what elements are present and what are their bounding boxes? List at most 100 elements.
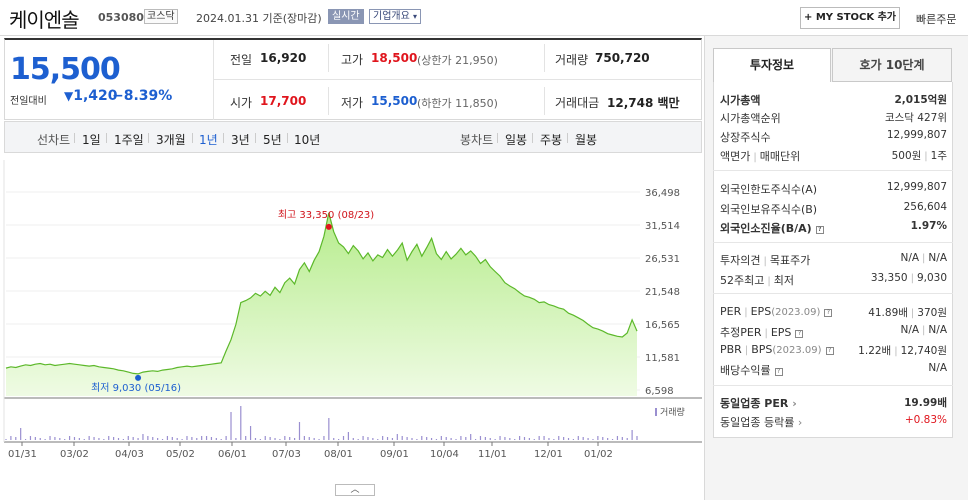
help-icon[interactable]: ? bbox=[825, 347, 834, 355]
volume-bar bbox=[308, 437, 310, 440]
volume-bar bbox=[157, 438, 159, 440]
help-icon[interactable]: ? bbox=[774, 368, 783, 376]
volume-bar bbox=[274, 438, 276, 440]
realtime-button[interactable]: 실시간 bbox=[328, 9, 364, 24]
divider bbox=[213, 40, 214, 120]
volume-bar bbox=[29, 436, 32, 440]
amount-label: 거래대금 bbox=[555, 96, 600, 110]
x-tick-label: 12/01 bbox=[534, 449, 563, 460]
add-my-stock-button[interactable]: + MY STOCK 추가 bbox=[800, 7, 900, 29]
volume-bar bbox=[450, 438, 452, 440]
volume-bar bbox=[474, 439, 477, 440]
company-overview-button[interactable]: 기업개요 ▾ bbox=[369, 9, 422, 24]
volume-bar bbox=[88, 436, 90, 440]
high-marker bbox=[325, 223, 332, 230]
chevron-right-icon[interactable]: › bbox=[788, 397, 797, 410]
info-value: 코스닥 427위 bbox=[884, 112, 947, 124]
info-value: 33,350 | 9,030 bbox=[870, 272, 947, 284]
tab-3m[interactable]: 3개월 bbox=[156, 133, 186, 147]
chevron-right-icon[interactable]: › bbox=[794, 416, 803, 429]
divider bbox=[106, 133, 107, 143]
price-line bbox=[5, 212, 638, 375]
volume-bar bbox=[215, 438, 217, 440]
volume-bar bbox=[553, 439, 555, 440]
volume-bar bbox=[543, 436, 545, 440]
volume-bar bbox=[445, 437, 447, 440]
info-label: 추정PER | EPS? bbox=[720, 324, 804, 340]
volume-bar bbox=[313, 438, 315, 440]
volume-bar bbox=[98, 438, 100, 440]
info-label: 동일업종 PER › bbox=[720, 397, 797, 410]
volume-bar bbox=[548, 438, 550, 440]
volume-bar bbox=[78, 438, 80, 440]
prev-close-value: 16,920 bbox=[260, 51, 307, 65]
help-icon[interactable]: ? bbox=[795, 330, 804, 338]
tab-3y[interactable]: 3년 bbox=[231, 133, 250, 147]
volume-bar bbox=[298, 422, 301, 440]
quick-order-button[interactable]: 빠른주문 bbox=[916, 13, 957, 26]
tab-10y[interactable]: 10년 bbox=[294, 133, 321, 147]
price-chart[interactable]: 36,498 31,514 26,531 21,548 16,565 11,581 6,59… bbox=[0, 160, 704, 482]
divider bbox=[148, 133, 149, 143]
divider bbox=[532, 133, 533, 143]
low-marker bbox=[135, 374, 142, 381]
volume-bar bbox=[465, 437, 467, 440]
tab-5y[interactable]: 5년 bbox=[263, 133, 282, 147]
info-label: 시가총액 bbox=[720, 94, 761, 107]
help-icon[interactable]: ? bbox=[824, 309, 833, 317]
divider bbox=[287, 133, 288, 143]
tab-weekly[interactable]: 주봉 bbox=[540, 133, 563, 147]
tab-1y[interactable]: 1년 bbox=[199, 133, 218, 147]
volume-bar bbox=[455, 439, 457, 440]
volume-bar bbox=[538, 436, 540, 440]
info-value: 12,999,807 bbox=[886, 129, 947, 141]
tab-1d[interactable]: 1일 bbox=[82, 133, 101, 147]
tab-order-book[interactable]: 호가 10단계 bbox=[832, 48, 952, 82]
tab-daily[interactable]: 일봉 bbox=[505, 133, 528, 147]
y-tick-label: 36,498 bbox=[645, 188, 680, 199]
volume-bar bbox=[39, 438, 41, 440]
volume-bar bbox=[205, 436, 208, 440]
volume-bar bbox=[196, 438, 198, 440]
volume-bar bbox=[245, 436, 247, 440]
low-annotation: 최저 9,030 (05/16) bbox=[91, 382, 181, 394]
volume-bar bbox=[391, 438, 394, 440]
divider bbox=[192, 133, 193, 143]
volume-bar bbox=[631, 430, 633, 440]
help-icon[interactable]: ? bbox=[815, 226, 824, 234]
y-tick-label: 11,581 bbox=[645, 353, 680, 364]
volume-bar bbox=[240, 406, 242, 440]
volume-bar bbox=[249, 426, 252, 440]
volume-bar bbox=[509, 438, 511, 440]
volume-bar bbox=[416, 439, 418, 440]
volume-bar bbox=[54, 437, 56, 440]
volume-bar bbox=[504, 437, 506, 440]
section-divider bbox=[713, 385, 953, 386]
volume-bar bbox=[396, 434, 398, 440]
volume-bar bbox=[567, 438, 570, 440]
volume-bar bbox=[166, 436, 169, 440]
volume-bar bbox=[382, 436, 384, 440]
change-label: 전일대비 bbox=[10, 96, 47, 107]
volume-bar bbox=[137, 438, 139, 440]
y-tick-label: 26,531 bbox=[645, 254, 680, 265]
tab-monthly[interactable]: 월봉 bbox=[575, 133, 598, 147]
chart-scroll-button[interactable]: ︿ bbox=[335, 484, 375, 496]
volume-bar bbox=[592, 439, 594, 440]
x-tick-label: 07/03 bbox=[272, 449, 301, 460]
divider bbox=[567, 133, 568, 143]
volume-bar bbox=[611, 439, 614, 440]
volume-bar bbox=[494, 439, 496, 440]
volume-bar bbox=[533, 439, 535, 440]
open-label: 시가 bbox=[230, 96, 253, 110]
volume-bar bbox=[5, 439, 7, 440]
amount-value: 12,748 백만 bbox=[607, 96, 680, 110]
info-label: 외국인보유주식수(B) bbox=[720, 203, 818, 216]
tab-1w[interactable]: 1주일 bbox=[114, 133, 144, 147]
section-divider bbox=[713, 293, 953, 294]
volume-bar bbox=[83, 439, 85, 440]
tab-investment-info[interactable]: 투자정보 bbox=[713, 48, 831, 82]
volume-bar bbox=[435, 439, 438, 440]
volume-bar bbox=[386, 437, 389, 440]
line-chart-label: 선차트 bbox=[37, 133, 71, 147]
